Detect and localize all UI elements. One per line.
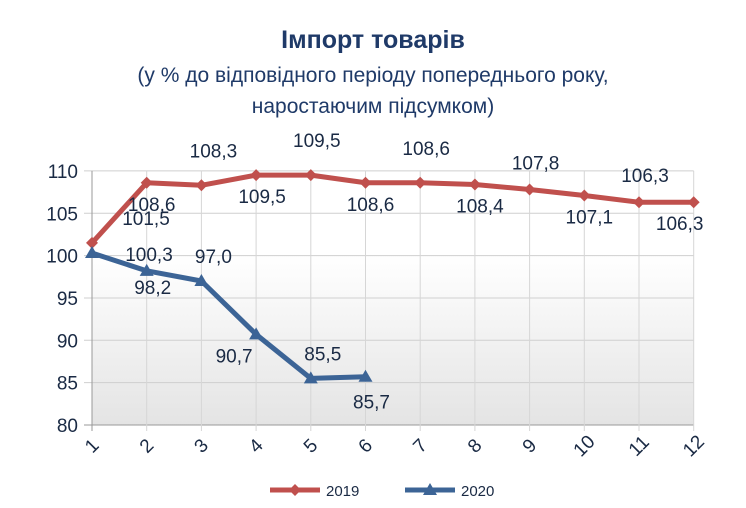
data-label-2019: 108,3 [190,141,238,162]
chart-subtitle-line1: (у % до відповідного періоду попередньог… [137,64,609,87]
data-label-2020: 100,3 [125,245,173,266]
data-label-2019: 108,6 [128,195,176,216]
data-label-2020: 98,2 [134,278,171,299]
x-tick-label: 4 [245,435,268,458]
data-label-2019: 108,4 [456,196,504,217]
legend-label-2019: 2019 [326,483,359,500]
y-tick-label: 100 [46,247,78,268]
data-point-2019 [633,196,645,209]
data-point-2019 [687,196,700,209]
data-point-2019 [359,176,372,189]
data-label-2019: 109,5 [238,187,286,208]
legend-marker-2019 [289,484,301,496]
x-tick-label: 5 [300,435,322,457]
x-tick-label: 3 [191,435,213,457]
x-tick-label: 9 [519,435,541,457]
x-tick-label: 1 [81,435,103,457]
x-tick-label: 11 [625,432,654,461]
data-label-2019: 107,8 [512,154,560,175]
chart-subtitle-line2: наростаючим підсумком) [251,95,495,118]
series-line-2019 [90,172,694,245]
series-line-2020 [91,250,366,381]
data-label-2019: 108,6 [402,139,450,160]
data-point-2019 [86,236,98,249]
data-point-2020 [358,369,373,382]
y-tick-label: 85 [57,374,78,395]
data-label-2019: 106,3 [656,214,704,235]
chart-title: Імпорт товарів [281,26,465,54]
x-tick-label: 6 [355,435,377,457]
data-point-2019 [140,176,153,189]
data-label-2020: 97,0 [195,247,232,268]
data-label-2020: 90,7 [216,346,253,367]
data-point-2020 [85,246,99,259]
x-tick-label: 12 [679,431,709,461]
x-tick-label: 10 [570,431,600,461]
data-label-2020: 85,7 [353,393,390,414]
y-tick-label: 110 [48,162,78,183]
data-label-2019: 108,6 [347,195,395,216]
data-label-2019: 109,5 [293,131,341,152]
data-point-2019 [578,189,591,202]
x-tick-label: 8 [464,435,486,457]
data-point-2019 [250,169,263,182]
data-point-2019 [414,176,427,189]
x-tick-label: 7 [409,435,431,457]
data-point-2019 [523,183,536,196]
data-point-2020 [194,274,209,287]
data-label-2020: 85,5 [304,344,341,365]
data-label-2019: 106,3 [621,166,669,187]
data-point-2020 [303,371,318,384]
data-point-2019 [468,178,481,191]
data-label-2019: 107,1 [566,207,614,228]
data-label-2019: 101,5 [122,209,170,230]
y-tick-label: 80 [57,416,78,437]
legend-marker-2020 [423,483,437,495]
y-tick-label: 90 [57,331,78,352]
legend-label-2020: 2020 [461,483,494,500]
y-tick-label: 95 [57,289,78,310]
data-point-2019 [195,179,208,192]
data-point-2020 [139,263,154,276]
x-tick-label: 2 [136,435,158,457]
data-point-2019 [304,169,317,182]
y-tick-label: 105 [46,204,78,225]
data-point-2020 [249,327,264,340]
